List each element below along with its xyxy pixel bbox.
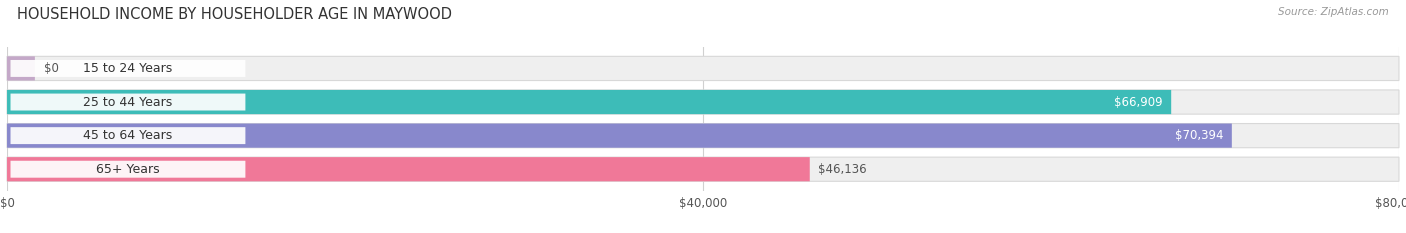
Text: 15 to 24 Years: 15 to 24 Years [83, 62, 173, 75]
FancyBboxPatch shape [10, 94, 246, 110]
Text: 25 to 44 Years: 25 to 44 Years [83, 96, 173, 109]
Text: 45 to 64 Years: 45 to 64 Years [83, 129, 173, 142]
FancyBboxPatch shape [7, 157, 1399, 181]
FancyBboxPatch shape [10, 161, 246, 178]
FancyBboxPatch shape [10, 60, 246, 77]
FancyBboxPatch shape [7, 56, 35, 81]
Text: $70,394: $70,394 [1174, 129, 1223, 142]
Text: $0: $0 [44, 62, 59, 75]
FancyBboxPatch shape [7, 157, 810, 181]
FancyBboxPatch shape [7, 90, 1171, 114]
FancyBboxPatch shape [7, 123, 1232, 148]
Text: Source: ZipAtlas.com: Source: ZipAtlas.com [1278, 7, 1389, 17]
Text: $66,909: $66,909 [1114, 96, 1163, 109]
FancyBboxPatch shape [7, 90, 1399, 114]
Text: 65+ Years: 65+ Years [96, 163, 160, 176]
FancyBboxPatch shape [10, 127, 246, 144]
Text: $46,136: $46,136 [818, 163, 868, 176]
FancyBboxPatch shape [7, 56, 1399, 81]
FancyBboxPatch shape [7, 123, 1399, 148]
Text: HOUSEHOLD INCOME BY HOUSEHOLDER AGE IN MAYWOOD: HOUSEHOLD INCOME BY HOUSEHOLDER AGE IN M… [17, 7, 451, 22]
